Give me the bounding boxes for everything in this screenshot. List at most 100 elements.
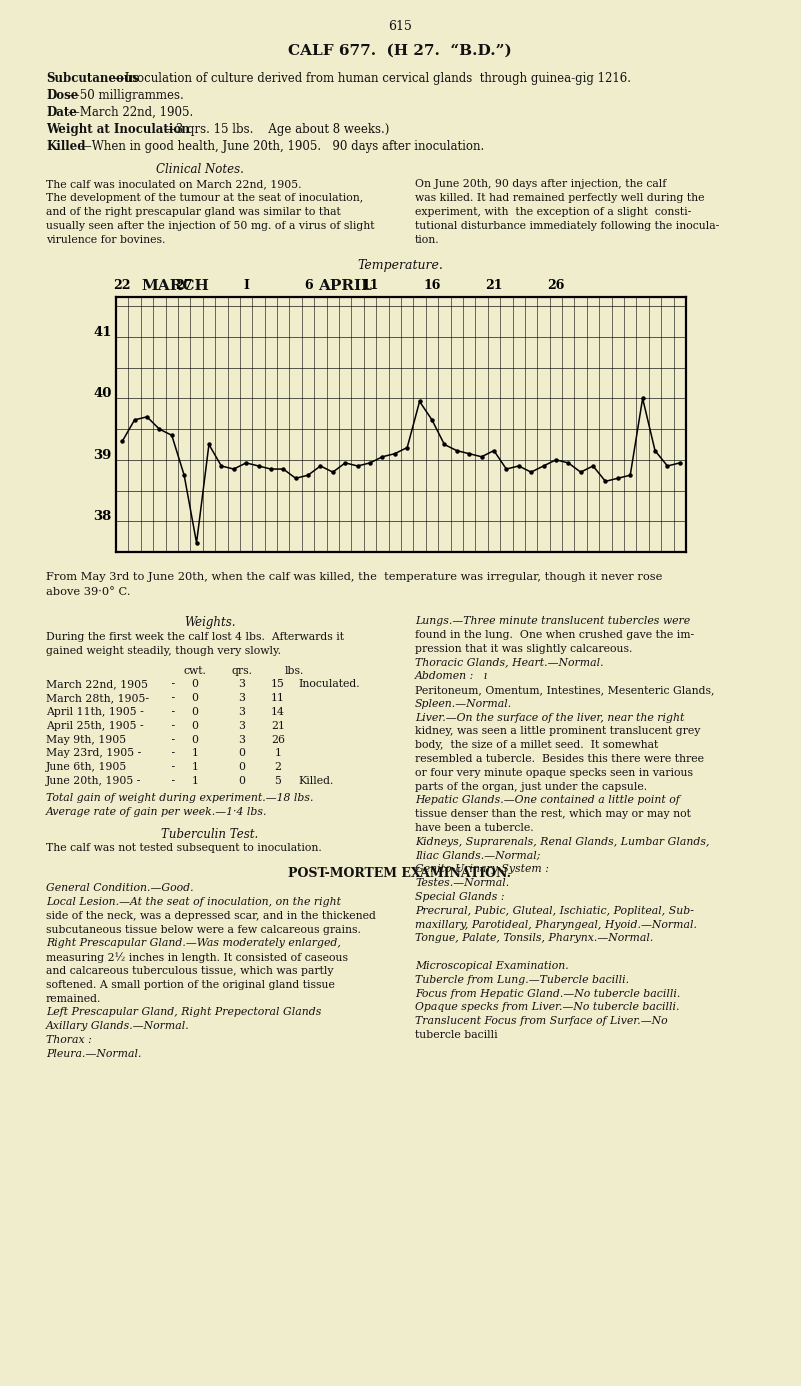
- Text: Genito-Urinary System :: Genito-Urinary System :: [415, 865, 549, 875]
- Text: The calf was not tested subsequent to inoculation.: The calf was not tested subsequent to in…: [46, 844, 322, 854]
- Text: Special Glands :: Special Glands :: [415, 893, 505, 902]
- Text: 0: 0: [191, 679, 199, 689]
- Text: qrs.: qrs.: [231, 665, 252, 675]
- Text: April 11th, 1905 -: April 11th, 1905 -: [46, 707, 143, 717]
- Text: Axillary Glands.—Normal.: Axillary Glands.—Normal.: [46, 1021, 190, 1031]
- Text: Thoracic Glands, Heart.—Normal.: Thoracic Glands, Heart.—Normal.: [415, 657, 604, 668]
- Text: MARCH: MARCH: [141, 279, 209, 292]
- Text: The calf was inoculated on March 22nd, 1905.: The calf was inoculated on March 22nd, 1…: [46, 179, 301, 188]
- Text: above 39·0° C.: above 39·0° C.: [46, 588, 131, 597]
- Text: Dose: Dose: [46, 89, 78, 103]
- Text: have been a tubercle.: have been a tubercle.: [415, 823, 533, 833]
- Text: 1: 1: [191, 748, 199, 758]
- Text: March 22nd, 1905: March 22nd, 1905: [46, 679, 148, 689]
- Text: 21: 21: [271, 721, 285, 730]
- Text: —When in good health, June 20th, 1905.   90 days after inoculation.: —When in good health, June 20th, 1905. 9…: [79, 140, 484, 152]
- Text: gained weight steadily, though very slowly.: gained weight steadily, though very slow…: [46, 646, 281, 656]
- Text: tubercle bacilli: tubercle bacilli: [415, 1030, 497, 1040]
- Text: 0: 0: [191, 693, 199, 703]
- Text: -: -: [168, 707, 175, 717]
- Text: On June 20th, 90 days after injection, the calf: On June 20th, 90 days after injection, t…: [415, 179, 666, 188]
- Text: remained.: remained.: [46, 994, 102, 1003]
- Text: side of the neck, was a depressed scar, and in the thickened: side of the neck, was a depressed scar, …: [46, 911, 376, 920]
- Text: kidney, was seen a little prominent translucent grey: kidney, was seen a little prominent tran…: [415, 726, 700, 736]
- Text: Killed.: Killed.: [298, 776, 333, 786]
- Text: or four very minute opaque specks seen in various: or four very minute opaque specks seen i…: [415, 768, 693, 778]
- Text: During the first week the calf lost 4 lbs.  Afterwards it: During the first week the calf lost 4 lb…: [46, 632, 344, 642]
- Text: Average rate of gain per week.—1·4 lbs.: Average rate of gain per week.—1·4 lbs.: [46, 807, 268, 816]
- Text: Iliac Glands.—Normal;: Iliac Glands.—Normal;: [415, 851, 541, 861]
- Text: 0: 0: [191, 735, 199, 744]
- Text: 0: 0: [239, 748, 245, 758]
- Text: POST-MORTEM EXAMINATION.: POST-MORTEM EXAMINATION.: [288, 868, 512, 880]
- Text: 5: 5: [275, 776, 281, 786]
- Text: 11: 11: [271, 693, 285, 703]
- Text: -: -: [168, 735, 175, 744]
- Text: Left Prescapular Gland, Right Prepectoral Glands: Left Prescapular Gland, Right Prepectora…: [46, 1008, 321, 1017]
- Text: 615: 615: [388, 19, 412, 33]
- Text: Temperature.: Temperature.: [357, 259, 443, 272]
- Text: 1: 1: [191, 776, 199, 786]
- Text: -: -: [168, 748, 175, 758]
- Text: Clinical Notes.: Clinical Notes.: [156, 164, 244, 176]
- Text: June 20th, 1905 -: June 20th, 1905 -: [46, 776, 141, 786]
- Text: subcutaneous tissue below were a few calcareous grains.: subcutaneous tissue below were a few cal…: [46, 924, 361, 934]
- Text: resembled a tubercle.  Besides this there were three: resembled a tubercle. Besides this there…: [415, 754, 704, 764]
- Text: Precrural, Pubic, Gluteal, Ischiatic, Popliteal, Sub-: Precrural, Pubic, Gluteal, Ischiatic, Po…: [415, 906, 694, 916]
- Text: Total gain of weight during experiment.—18 lbs.: Total gain of weight during experiment.—…: [46, 793, 313, 802]
- Text: -: -: [168, 776, 175, 786]
- Text: General Condition.—Good.: General Condition.—Good.: [46, 883, 194, 893]
- Text: June 6th, 1905: June 6th, 1905: [46, 762, 127, 772]
- Text: 0: 0: [239, 776, 245, 786]
- Text: Kidneys, Suprarenals, Renal Glands, Lumbar Glands,: Kidneys, Suprarenals, Renal Glands, Lumb…: [415, 837, 710, 847]
- Text: Date: Date: [46, 105, 77, 119]
- Text: —50 milligrammes.: —50 milligrammes.: [68, 89, 184, 103]
- Text: Lungs.—Three minute translucent tubercles were: Lungs.—Three minute translucent tubercle…: [415, 615, 690, 626]
- Text: —Inoculation of culture derived from human cervical glands  through guinea-gig 1: —Inoculation of culture derived from hum…: [113, 72, 631, 85]
- Text: found in the lung.  One when crushed gave the im-: found in the lung. One when crushed gave…: [415, 629, 694, 640]
- Text: 26: 26: [271, 735, 285, 744]
- Text: usually seen after the injection of 50 mg. of a virus of slight: usually seen after the injection of 50 m…: [46, 220, 375, 231]
- Text: 0: 0: [239, 762, 245, 772]
- Text: Killed: Killed: [46, 140, 86, 152]
- Text: Testes.—Normal.: Testes.—Normal.: [415, 879, 509, 888]
- Text: was killed. It had remained perfectly well during the: was killed. It had remained perfectly we…: [415, 193, 705, 202]
- Text: softened. A small portion of the original gland tissue: softened. A small portion of the origina…: [46, 980, 335, 990]
- Text: tutional disturbance immediately following the inocula-: tutional disturbance immediately followi…: [415, 220, 719, 231]
- Text: Inoculated.: Inoculated.: [298, 679, 360, 689]
- Text: Subcutaneous: Subcutaneous: [46, 72, 139, 85]
- Text: Hepatic Glands.—One contained a little point of: Hepatic Glands.—One contained a little p…: [415, 796, 680, 805]
- Text: May 9th, 1905: May 9th, 1905: [46, 735, 126, 744]
- Text: Spleen.—Normal.: Spleen.—Normal.: [415, 699, 513, 708]
- Text: Microscopical Examination.: Microscopical Examination.: [415, 960, 569, 972]
- Text: maxillary, Parotideal, Pharyngeal, Hyoid.—Normal.: maxillary, Parotideal, Pharyngeal, Hyoid…: [415, 919, 697, 930]
- Text: 3: 3: [239, 679, 245, 689]
- Text: virulence for bovines.: virulence for bovines.: [46, 236, 165, 245]
- Text: 3: 3: [239, 707, 245, 717]
- Text: Tuberculin Test.: Tuberculin Test.: [161, 829, 259, 841]
- Text: Liver.—On the surface of the liver, near the right: Liver.—On the surface of the liver, near…: [415, 712, 684, 722]
- Text: CALF 677.  (H 27.  “B.D.”): CALF 677. (H 27. “B.D.”): [288, 44, 512, 58]
- Text: APRIL: APRIL: [318, 279, 372, 292]
- Text: Translucent Focus from Surface of Liver.—No: Translucent Focus from Surface of Liver.…: [415, 1016, 667, 1026]
- Text: cwt.: cwt.: [183, 665, 207, 675]
- Text: pression that it was slightly calcareous.: pression that it was slightly calcareous…: [415, 643, 632, 654]
- Text: 1: 1: [191, 762, 199, 772]
- Text: 3: 3: [239, 693, 245, 703]
- Text: From May 3rd to June 20th, when the calf was killed, the  temperature was irregu: From May 3rd to June 20th, when the calf…: [46, 572, 662, 582]
- Text: 2: 2: [275, 762, 281, 772]
- Text: parts of the organ, just under the capsule.: parts of the organ, just under the capsu…: [415, 782, 647, 791]
- Text: Weight at Inoculation: Weight at Inoculation: [46, 123, 190, 136]
- Text: May 23rd, 1905 -: May 23rd, 1905 -: [46, 748, 141, 758]
- Text: April 25th, 1905 -: April 25th, 1905 -: [46, 721, 143, 730]
- Text: -: -: [168, 721, 175, 730]
- Text: -: -: [168, 693, 175, 703]
- Text: 15: 15: [271, 679, 285, 689]
- Text: lbs.: lbs.: [285, 665, 304, 675]
- Text: Peritoneum, Omentum, Intestines, Mesenteric Glands,: Peritoneum, Omentum, Intestines, Mesente…: [415, 685, 714, 694]
- Text: 0: 0: [191, 707, 199, 717]
- Text: Local Lesion.—At the seat of inoculation, on the right: Local Lesion.—At the seat of inoculation…: [46, 897, 341, 906]
- Text: March 28th, 1905-: March 28th, 1905-: [46, 693, 149, 703]
- Text: Thorax :: Thorax :: [46, 1035, 92, 1045]
- Text: Right Prescapular Gland.—Was moderately enlarged,: Right Prescapular Gland.—Was moderately …: [46, 938, 341, 948]
